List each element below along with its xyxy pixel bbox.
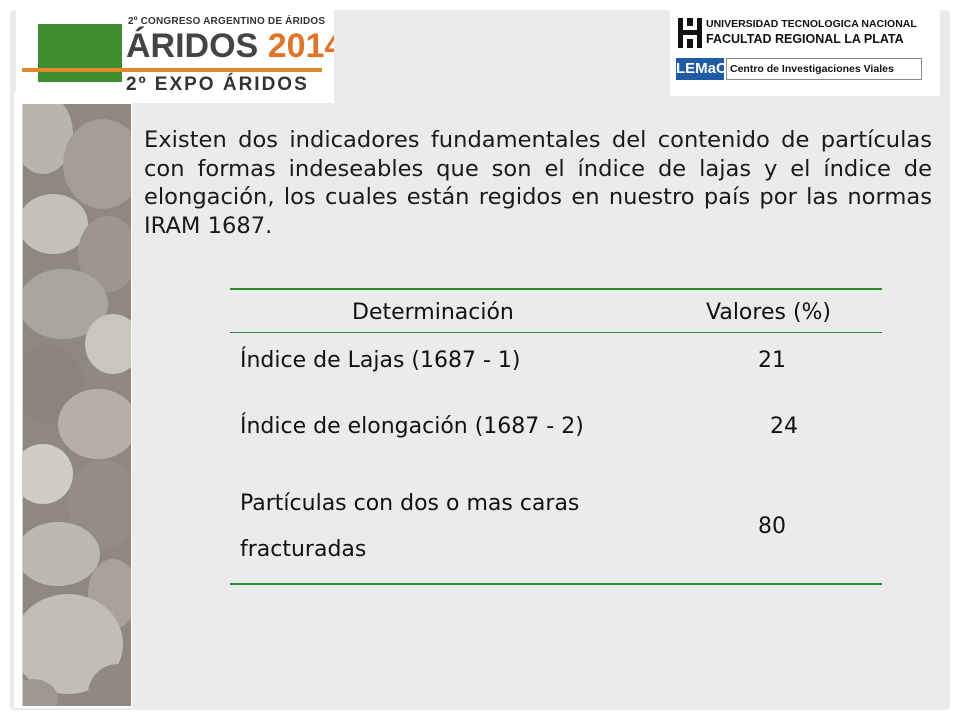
row-value: 80 — [758, 514, 786, 539]
aridos-2014-logo: 2º CONGRESO ARGENTINO DE ÁRIDOS ÁRIDOS 2… — [16, 10, 334, 103]
row-label-line2: fracturadas — [240, 537, 367, 562]
stones-image — [22, 104, 131, 706]
logo-title: ÁRIDOS 2014 — [126, 26, 334, 66]
header-valores: Valores (%) — [706, 300, 832, 325]
utn-name: UNIVERSIDAD TECNOLOGICA NACIONAL — [706, 18, 917, 30]
table-top-rule — [230, 288, 882, 290]
row-label-line1: Partículas con dos o mas caras — [240, 491, 580, 516]
logo-green-block — [38, 24, 122, 82]
utn-emblem-icon — [678, 18, 702, 48]
row-label: Índice de Lajas (1687 - 1) — [240, 348, 521, 373]
lemac-description: Centro de Investigaciones Viales — [726, 58, 922, 80]
logo-title-year: 2014 — [267, 27, 334, 65]
table-header-rule — [230, 332, 882, 333]
congress-line: 2º CONGRESO ARGENTINO DE ÁRIDOS — [128, 16, 326, 27]
lemac-badge: LEMaC — [676, 58, 727, 80]
table-bottom-rule — [230, 583, 882, 585]
row-value: 24 — [770, 414, 798, 439]
slide-background — [10, 10, 950, 710]
row-label: Índice de elongación (1687 - 2) — [240, 414, 584, 439]
header-determinacion: Determinación — [352, 300, 514, 325]
expo-line: 2º EXPO ÁRIDOS — [126, 74, 309, 95]
intro-paragraph: Existen dos indicadores fundamentales de… — [144, 127, 932, 239]
logo-title-word: ÁRIDOS — [126, 27, 259, 65]
utn-lemac-logo: UNIVERSIDAD TECNOLOGICA NACIONAL FACULTA… — [670, 10, 940, 96]
faculty-name: FACULTAD REGIONAL LA PLATA — [706, 32, 904, 46]
logo-orange-line — [22, 68, 322, 72]
row-value: 21 — [758, 348, 786, 373]
